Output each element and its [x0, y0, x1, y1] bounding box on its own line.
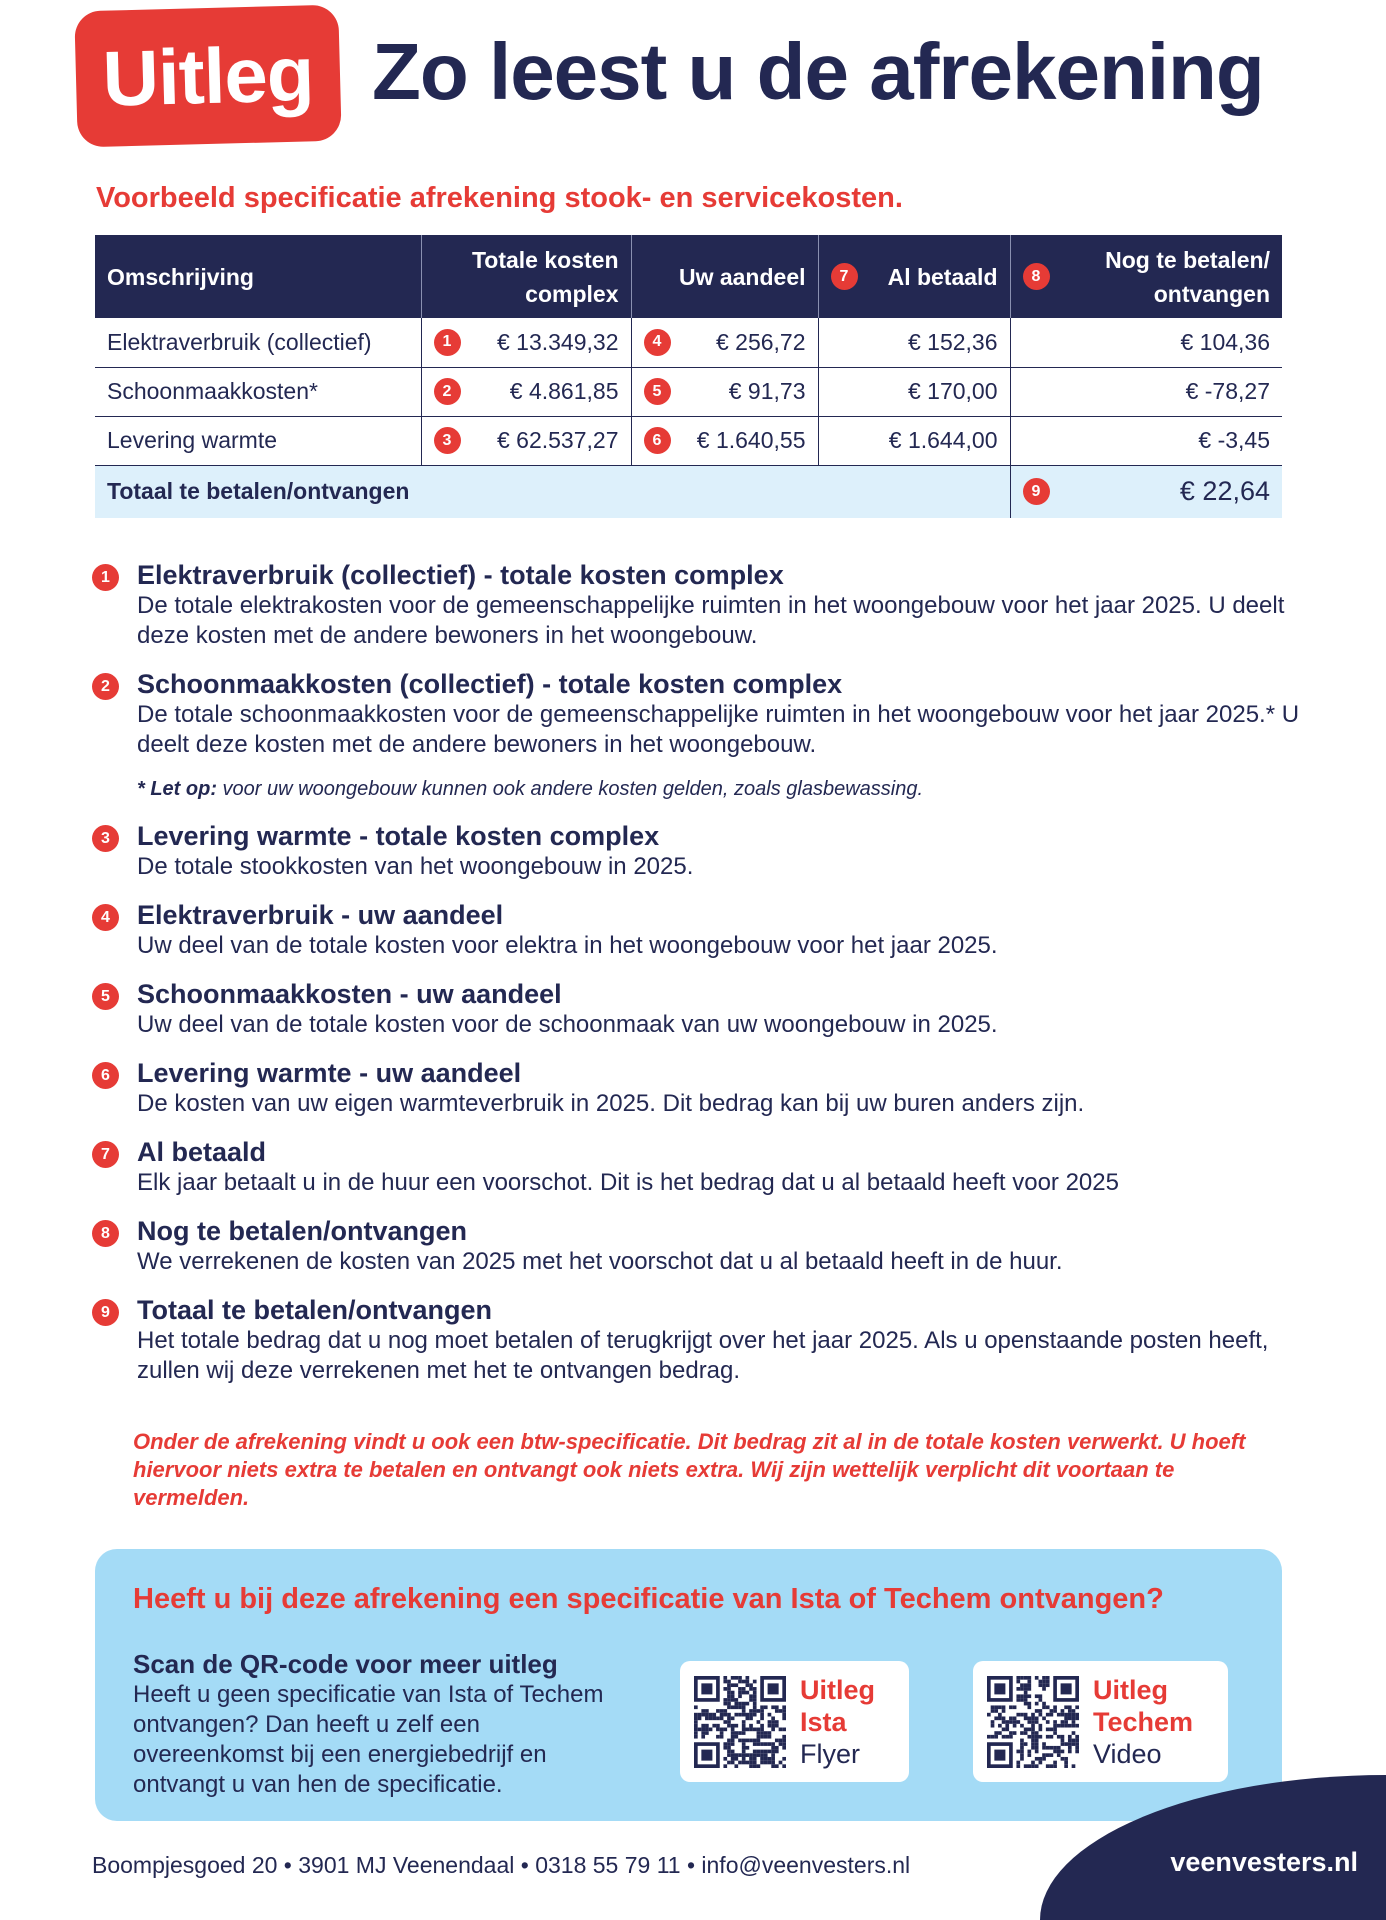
item-title: Schoonmaakkosten - uw aandeel: [137, 979, 562, 1009]
table-row: Elektraverbruik (collectief) 1 € 13.349,3…: [95, 318, 1282, 368]
item-text: De kosten van uw eigen warmteverbruik in…: [137, 1090, 1085, 1117]
explanation-item: 3 Levering warmte - totale kosten complex…: [92, 821, 1312, 882]
row-description: Schoonmaakkosten*: [95, 367, 421, 417]
item-text: Elk jaar betaalt u in de huur een voorsc…: [137, 1169, 1119, 1196]
explanations-list: 1 Elektraverbruik (collectief) - totale k…: [92, 560, 1312, 1404]
qr-code-icon[interactable]: [987, 1675, 1079, 1768]
explanation-item: 4 Elektraverbruik - uw aandeel Uw deel van…: [92, 900, 1312, 961]
item-title: Levering warmte - totale kosten complex: [137, 821, 660, 851]
explanation-item: 6 Levering warmte - uw aandeel De kosten v…: [92, 1058, 1312, 1119]
info-box: Heeft u bij deze afrekening een specific…: [95, 1549, 1282, 1821]
qr-card-ista[interactable]: Uitleg Ista Flyer: [680, 1661, 909, 1782]
qr-card-techem[interactable]: Uitleg Techem Video: [973, 1661, 1228, 1782]
col-al-betaald: 7 Al betaald: [817, 235, 1010, 318]
item-text: Uw deel van de totale kosten voor elektr…: [137, 932, 998, 959]
due: € -78,27: [1009, 367, 1282, 417]
table-row: Schoonmaakkosten* 2 € 4.861,85 5 € 91,73 €…: [95, 367, 1282, 417]
row-description: Elektraverbruik (collectief): [95, 318, 421, 368]
share: € 1.640,55: [696, 427, 806, 453]
uitleg-badge: Uitleg: [74, 4, 342, 148]
paid: € 152,36: [817, 318, 1010, 368]
total-cost: € 4.861,85: [509, 378, 619, 404]
total-value: € 22,64: [1179, 476, 1270, 507]
qr-code-icon[interactable]: [694, 1675, 786, 1768]
marker: 3: [433, 427, 461, 454]
table-header: Omschrijving Totale kosten complex Uw aa…: [95, 235, 1282, 318]
marker-9: 9: [1022, 478, 1050, 506]
explanation-item: 1 Elektraverbruik (collectief) - totale k…: [92, 560, 1312, 651]
paid: € 1.644,00: [817, 416, 1010, 466]
due: € -3,45: [1009, 416, 1282, 466]
marker: 6: [643, 427, 671, 454]
item-title: Al betaald: [137, 1137, 267, 1167]
marker: 5: [643, 378, 671, 405]
scan-title: Scan de QR-code voor meer uitleg: [133, 1649, 558, 1679]
marker: 9: [92, 1299, 119, 1326]
total-label: Totaal te betalen/ontvangen: [95, 465, 1010, 518]
marker: 3: [92, 825, 119, 852]
item-text: Het totale bedrag dat u nog moet betalen…: [137, 1327, 1269, 1384]
item-title: Elektraverbruik (collectief) - totale ko…: [137, 560, 784, 590]
explanation-item: 9 Totaal te betalen/ontvangen Het totale b…: [92, 1295, 1312, 1386]
col-totale-kosten: Totale kosten complex: [420, 235, 631, 318]
share: € 91,73: [728, 378, 806, 404]
explanation-item: 8 Nog te betalen/ontvangen We verrekenen d…: [92, 1216, 1312, 1277]
marker: 7: [92, 1141, 119, 1168]
btw-note: Onder de afrekening vindt u ook een btw-…: [133, 1429, 1246, 1510]
info-heading: Heeft u bij deze afrekening een specific…: [133, 1583, 1164, 1615]
footer-address: Boompjesgoed 20 • 3901 MJ Veenendaal • 0…: [92, 1852, 911, 1878]
marker: 8: [92, 1220, 119, 1247]
item-title: Levering warmte - uw aandeel: [137, 1058, 522, 1088]
item-text: We verrekenen de kosten van 2025 met het…: [137, 1248, 1063, 1275]
marker-7: 7: [830, 263, 858, 290]
item-text: Uw deel van de totale kosten voor de sch…: [137, 1011, 998, 1038]
page-title: Zo leest u de afrekening: [372, 27, 1265, 116]
col-nog-te-betalen: 8 Nog te betalen/ ontvangen: [1009, 235, 1282, 318]
item-text: De totale stookkosten van het woongebouw…: [137, 853, 694, 880]
col-omschrijving: Omschrijving: [95, 235, 421, 318]
marker: 4: [92, 904, 119, 931]
table-subtitle: Voorbeeld specificatie afrekening stook-…: [96, 182, 903, 214]
marker: 5: [92, 983, 119, 1010]
row-description: Levering warmte: [95, 416, 421, 466]
explanation-item: 2 Schoonmaakkosten (collectief) - totale …: [92, 669, 1312, 760]
scan-text: Heeft u geen specificatie van Ista of Te…: [133, 1681, 604, 1798]
share: € 256,72: [715, 328, 806, 355]
col-uw-aandeel: Uw aandeel: [630, 235, 818, 318]
marker: 4: [643, 328, 671, 356]
table-row: Levering warmte 3 € 62.537,27 6 € 1.640,55…: [95, 416, 1282, 466]
item-title: Elektraverbruik - uw aandeel: [137, 900, 504, 930]
marker: 2: [433, 378, 461, 405]
marker: 1: [92, 564, 119, 591]
website-link[interactable]: veenvesters.nl: [1170, 1847, 1358, 1877]
item-text: De totale schoonmaakkosten voor de gemee…: [137, 701, 1300, 758]
marker: 6: [92, 1062, 119, 1089]
paid: € 170,00: [817, 367, 1010, 417]
marker-8: 8: [1022, 263, 1050, 290]
total-cost: € 13.349,32: [496, 328, 619, 355]
total-row: Totaal te betalen/ontvangen 9 € 22,64: [95, 465, 1282, 518]
explanation-item: 7 Al betaald Elk jaar betaalt u in de huur…: [92, 1137, 1312, 1198]
specification-table: Omschrijving Totale kosten complex Uw aa…: [95, 235, 1282, 518]
item-text: De totale elektrakosten voor de gemeensc…: [137, 592, 1285, 649]
item-title: Nog te betalen/ontvangen: [137, 1216, 468, 1246]
marker: 1: [433, 328, 461, 356]
item-title: Totaal te betalen/ontvangen: [137, 1295, 493, 1325]
marker: 2: [92, 673, 119, 700]
item-title: Schoonmaakkosten (collectief) - totale k…: [137, 669, 843, 699]
let-op-note: * Let op: voor uw woongebouw kunnen ook …: [137, 778, 924, 800]
total-cost: € 62.537,27: [496, 427, 619, 453]
explanation-item: 5 Schoonmaakkosten - uw aandeel Uw deel va…: [92, 979, 1312, 1040]
due: € 104,36: [1009, 318, 1282, 368]
